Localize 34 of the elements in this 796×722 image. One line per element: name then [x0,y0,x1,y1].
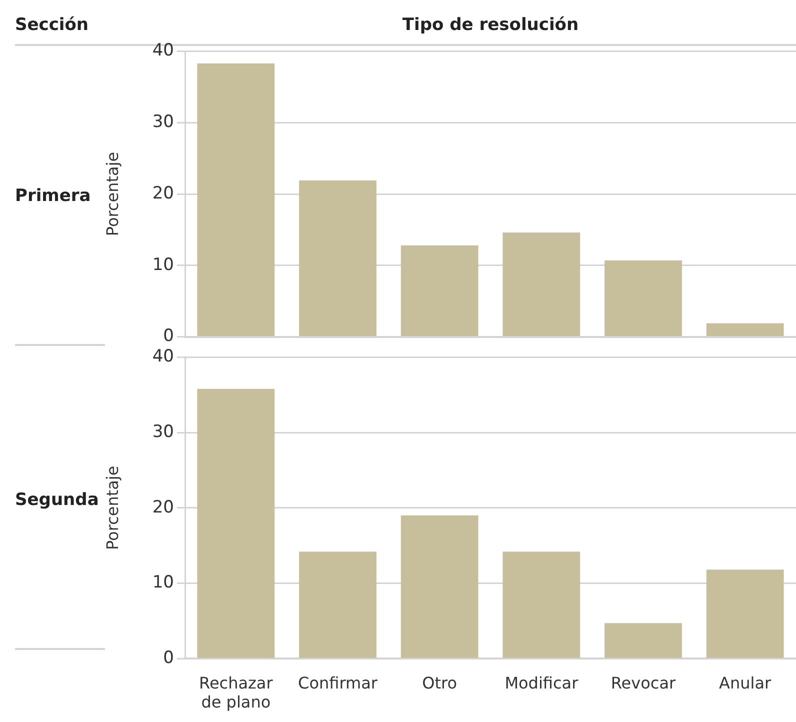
bar [502,232,580,336]
x-tick-label: Modificar [504,673,579,692]
bar [299,552,376,658]
bar [400,515,478,658]
text: Primera [15,185,91,208]
text: Tipo de resolución [401,15,580,35]
bar [502,552,580,658]
text: Segunda [15,489,99,512]
y-tick-label: 30 [152,422,174,442]
bar [706,570,784,658]
y-tick-label: 0 [163,648,174,668]
text: Sección [15,15,89,35]
y-tick-label: 40 [152,40,174,61]
bar [400,245,478,336]
x-tick-label: Otro [422,673,458,692]
y-tick-label: 40 [152,346,174,367]
y-axis-title: Porcentaje [102,152,122,236]
y-tick-label: 0 [163,326,174,346]
y-tick-label: 10 [152,254,174,275]
x-tick-label: Revocar [610,673,676,692]
bar [706,323,784,336]
x-tick-label: Rechazar de plano [199,673,274,712]
bar [604,623,682,658]
y-tick-label: 20 [152,183,174,204]
y-tick-label: 30 [152,112,174,132]
y-tick-label: 10 [152,572,174,593]
bar [197,63,275,336]
y-tick-label: 20 [152,497,174,518]
bar [197,388,275,658]
y-axis-title: Porcentaje [102,466,122,550]
bar [299,180,376,336]
x-tick-label: Anular [719,673,772,692]
bar [604,260,682,336]
x-tick-label: Confirmar [298,673,378,692]
